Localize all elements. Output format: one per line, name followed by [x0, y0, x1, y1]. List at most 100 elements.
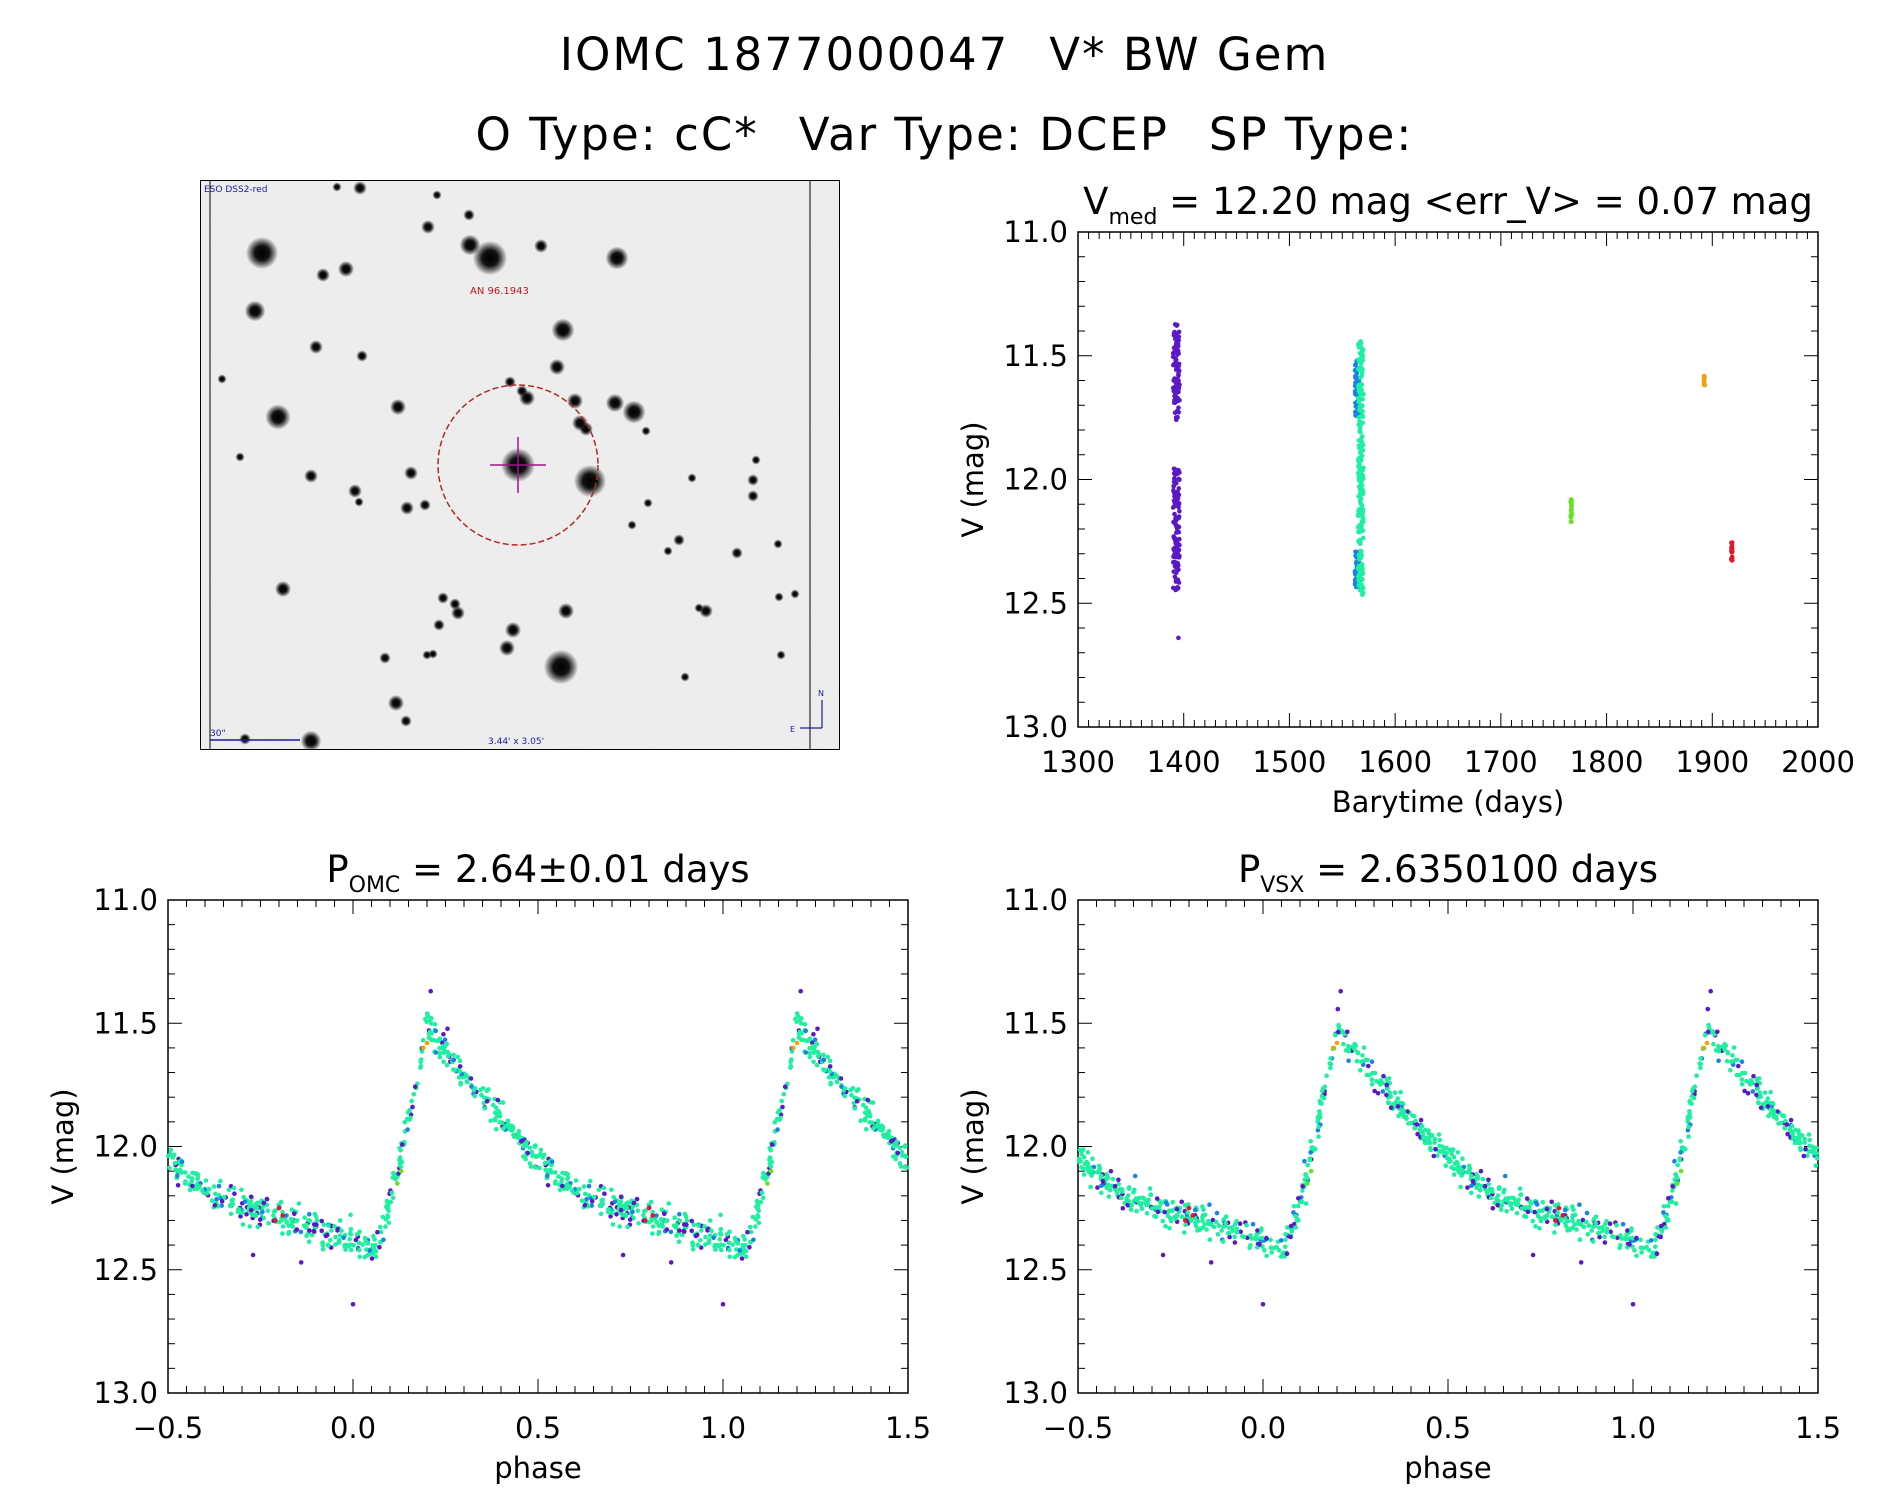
data-point-purple — [1172, 410, 1178, 416]
phase-point — [1690, 1086, 1696, 1091]
phase-point — [1141, 1196, 1147, 1201]
phase-point — [1295, 1203, 1301, 1209]
phase-point — [1509, 1206, 1515, 1212]
phase-point — [505, 1118, 511, 1124]
phase-point — [777, 1107, 782, 1113]
phase-point — [254, 1206, 260, 1211]
phase-point — [1807, 1137, 1812, 1143]
phase-point — [1387, 1090, 1393, 1095]
phase-point — [1099, 1183, 1104, 1188]
phase-point — [1762, 1090, 1768, 1095]
phase-point — [1586, 1223, 1592, 1228]
data-point-green — [1357, 463, 1362, 468]
phase-point — [1118, 1195, 1124, 1201]
phase-point — [1289, 1228, 1295, 1234]
phase-point — [312, 1211, 318, 1217]
field-star — [437, 592, 449, 604]
phase-point — [1139, 1201, 1144, 1206]
phase-point — [239, 1210, 245, 1216]
phase-point — [1698, 1056, 1703, 1061]
phase-point — [1234, 1218, 1239, 1224]
field-star — [579, 422, 593, 436]
phase-point — [250, 1252, 256, 1258]
data-point-purple — [1171, 333, 1177, 338]
phase-point — [357, 1229, 362, 1235]
phase-point — [767, 1157, 772, 1163]
phase-point — [1522, 1213, 1527, 1219]
phase-point — [717, 1236, 722, 1242]
phase-point — [1304, 1175, 1310, 1181]
phase-point — [865, 1113, 870, 1119]
x-tick-label: 0.0 — [330, 1411, 376, 1445]
phase-point — [790, 1037, 796, 1043]
phase-point — [1449, 1151, 1454, 1157]
field-star — [605, 393, 625, 413]
phase-point — [634, 1196, 640, 1202]
phase-point — [1488, 1195, 1494, 1201]
phase-point — [1293, 1225, 1299, 1230]
phase-point — [1324, 1073, 1329, 1078]
phase-point — [1378, 1082, 1383, 1087]
phase-point — [494, 1127, 499, 1132]
data-point-purple — [1176, 635, 1181, 641]
phase-point — [1234, 1226, 1240, 1232]
phase-point — [1766, 1113, 1771, 1119]
phase-point — [173, 1167, 178, 1172]
phase-point — [1358, 1068, 1363, 1073]
x-tick-label: 1600 — [1358, 745, 1432, 779]
field-star — [400, 715, 412, 727]
data-point-purple — [1176, 524, 1182, 530]
phase-point — [1366, 1063, 1371, 1069]
phase-point — [1437, 1137, 1442, 1143]
data-point-green — [1358, 509, 1364, 514]
phase-point — [1159, 1201, 1164, 1206]
data-point-purple — [1173, 367, 1179, 373]
phase-point — [290, 1224, 296, 1229]
phase-point — [441, 1032, 446, 1037]
phase-point — [1114, 1190, 1120, 1195]
data-point-orange — [1702, 376, 1707, 381]
phase-point — [656, 1223, 662, 1229]
phase-point — [1369, 1077, 1375, 1082]
phase-point — [1331, 1045, 1336, 1051]
phase-point — [791, 1045, 796, 1051]
data-point-green — [1357, 576, 1363, 581]
phase-point — [1678, 1139, 1683, 1144]
phase-point — [1132, 1173, 1138, 1179]
phase-point — [1775, 1109, 1780, 1114]
data-point-purple — [1172, 477, 1178, 483]
phase-point — [734, 1247, 739, 1252]
phase-point — [617, 1202, 622, 1207]
data-point-orange — [1701, 380, 1707, 386]
phase-point — [659, 1207, 665, 1212]
x-tick-label: 0.5 — [1425, 1411, 1471, 1445]
phase-point — [1179, 1199, 1184, 1205]
phase-point — [276, 1205, 282, 1211]
phase-point — [1211, 1224, 1217, 1230]
phase-point — [1449, 1147, 1455, 1153]
phase-point — [321, 1222, 327, 1227]
phase-point — [179, 1159, 185, 1165]
phase-point — [309, 1232, 315, 1238]
x-tick-label: 0.5 — [515, 1411, 561, 1445]
phase-point — [1336, 1023, 1342, 1029]
phase-point — [351, 1243, 356, 1248]
phase-point — [649, 1218, 654, 1223]
data-point-green — [1359, 582, 1364, 588]
data-point-purple — [1172, 499, 1178, 504]
phase-point — [1459, 1168, 1465, 1173]
phase-point — [803, 1028, 808, 1034]
phase-point — [702, 1224, 707, 1229]
phase-point — [1572, 1222, 1577, 1227]
phase-point — [1678, 1150, 1683, 1155]
phase-point — [1469, 1183, 1474, 1188]
phase-point — [862, 1117, 867, 1122]
phase-point — [519, 1139, 524, 1144]
field-star — [421, 220, 435, 234]
phase-point — [718, 1212, 723, 1218]
phase-point — [177, 1167, 183, 1173]
phase-point — [666, 1201, 672, 1206]
phase-point — [1780, 1113, 1785, 1118]
phase-point — [248, 1194, 254, 1200]
